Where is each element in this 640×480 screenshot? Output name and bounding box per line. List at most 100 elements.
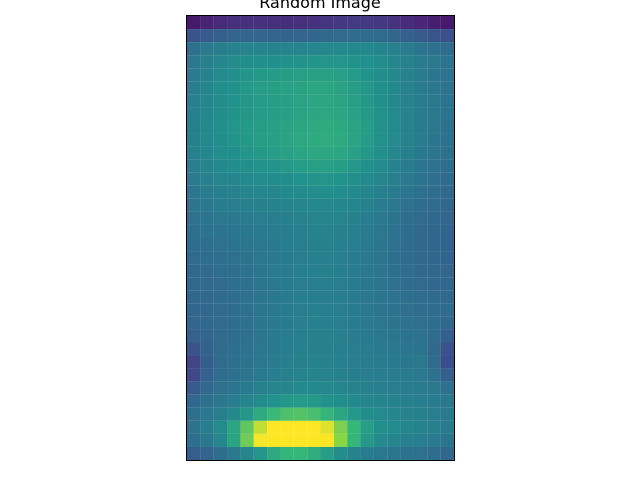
heatmap-cell [413,342,428,356]
heatmap-cell [267,355,281,369]
heatmap-cell [320,446,334,461]
heatmap-cell [253,316,268,330]
heatmap-cell [227,159,241,173]
heatmap-cell [253,355,268,369]
heatmap-cell [400,68,414,82]
heatmap-cell [320,355,334,369]
heatmap-cell [187,420,201,434]
heatmap-cell [360,42,374,56]
heatmap-cell [307,420,321,434]
heatmap-cell [240,107,254,121]
heatmap-cell [440,316,455,330]
heatmap-cell [333,329,348,343]
heatmap-cell [320,290,334,304]
heatmap-cell [227,394,241,408]
heatmap-cell [187,55,201,69]
heatmap-cell [280,316,294,330]
heatmap-cell [267,316,281,330]
heatmap-cell [373,433,388,447]
heatmap-cell [187,185,201,199]
heatmap-cell [253,55,268,69]
heatmap-cell [187,68,201,82]
heatmap-cell [240,159,254,173]
heatmap-cell [387,290,401,304]
heatmap-cell [187,407,201,421]
heatmap-cell [347,159,361,173]
heatmap-cell [253,120,268,134]
heatmap-cell [213,264,228,278]
heatmap-cell [187,133,201,147]
heatmap-cell [240,94,254,108]
heatmap-cell [373,16,388,30]
heatmap-cell [320,407,334,421]
heatmap-cell [440,198,455,212]
heatmap-cell [360,146,374,160]
heatmap-cell [213,211,228,225]
heatmap-cell [253,68,268,82]
heatmap-cell [213,172,228,186]
heatmap-cell [360,120,374,134]
heatmap-cell [320,107,334,121]
heatmap-cell [440,81,455,95]
heatmap-cell [200,290,214,304]
heatmap-cell [400,264,414,278]
heatmap-cell [307,446,321,461]
heatmap-cell [227,42,241,56]
heatmap-cell [307,277,321,291]
heatmap-cell [187,29,201,43]
heatmap-cell [373,198,388,212]
heatmap-cell [400,238,414,252]
heatmap-cell [240,185,254,199]
heatmap-cell [200,381,214,395]
heatmap-cell [360,211,374,225]
heatmap-cell [213,238,228,252]
heatmap-cell [280,42,294,56]
heatmap-cell [293,107,308,121]
heatmap-cell [413,172,428,186]
heatmap-cell [373,107,388,121]
heatmap-cell [440,420,455,434]
heatmap-cell [187,290,201,304]
heatmap-cell [307,264,321,278]
heatmap-cell [320,420,334,434]
heatmap-cell [413,29,428,43]
heatmap-cell [440,120,455,134]
heatmap-cell [267,29,281,43]
heatmap-cell [387,368,401,382]
heatmap-cell [387,381,401,395]
heatmap-cell [387,146,401,160]
heatmap-cell [267,368,281,382]
heatmap-cell [333,146,348,160]
heatmap-cell [227,94,241,108]
heatmap-cell [227,198,241,212]
heatmap-cell [373,185,388,199]
heatmap-cell [347,238,361,252]
heatmap-cell [387,185,401,199]
heatmap-cell [293,68,308,82]
heatmap-cell [280,277,294,291]
heatmap-cell [427,68,441,82]
heatmap-cell [373,159,388,173]
heatmap-cell [387,55,401,69]
heatmap-cell [440,264,455,278]
heatmap-cell [293,94,308,108]
heatmap-cell [213,342,228,356]
heatmap-cell [387,251,401,265]
heatmap-cell [267,329,281,343]
heatmap-cell [200,316,214,330]
heatmap-cell [347,355,361,369]
heatmap-cell [320,146,334,160]
heatmap-cell [427,29,441,43]
heatmap-cell [413,368,428,382]
heatmap-cell [227,329,241,343]
heatmap-cell [187,251,201,265]
heatmap-cell [200,42,214,56]
heatmap-cell [440,290,455,304]
heatmap-cell [213,120,228,134]
heatmap-cell [427,94,441,108]
heatmap-cell [360,381,374,395]
heatmap-cell [240,133,254,147]
heatmap-cell [240,238,254,252]
heatmap-cell [373,303,388,317]
heatmap-cell [427,446,441,461]
